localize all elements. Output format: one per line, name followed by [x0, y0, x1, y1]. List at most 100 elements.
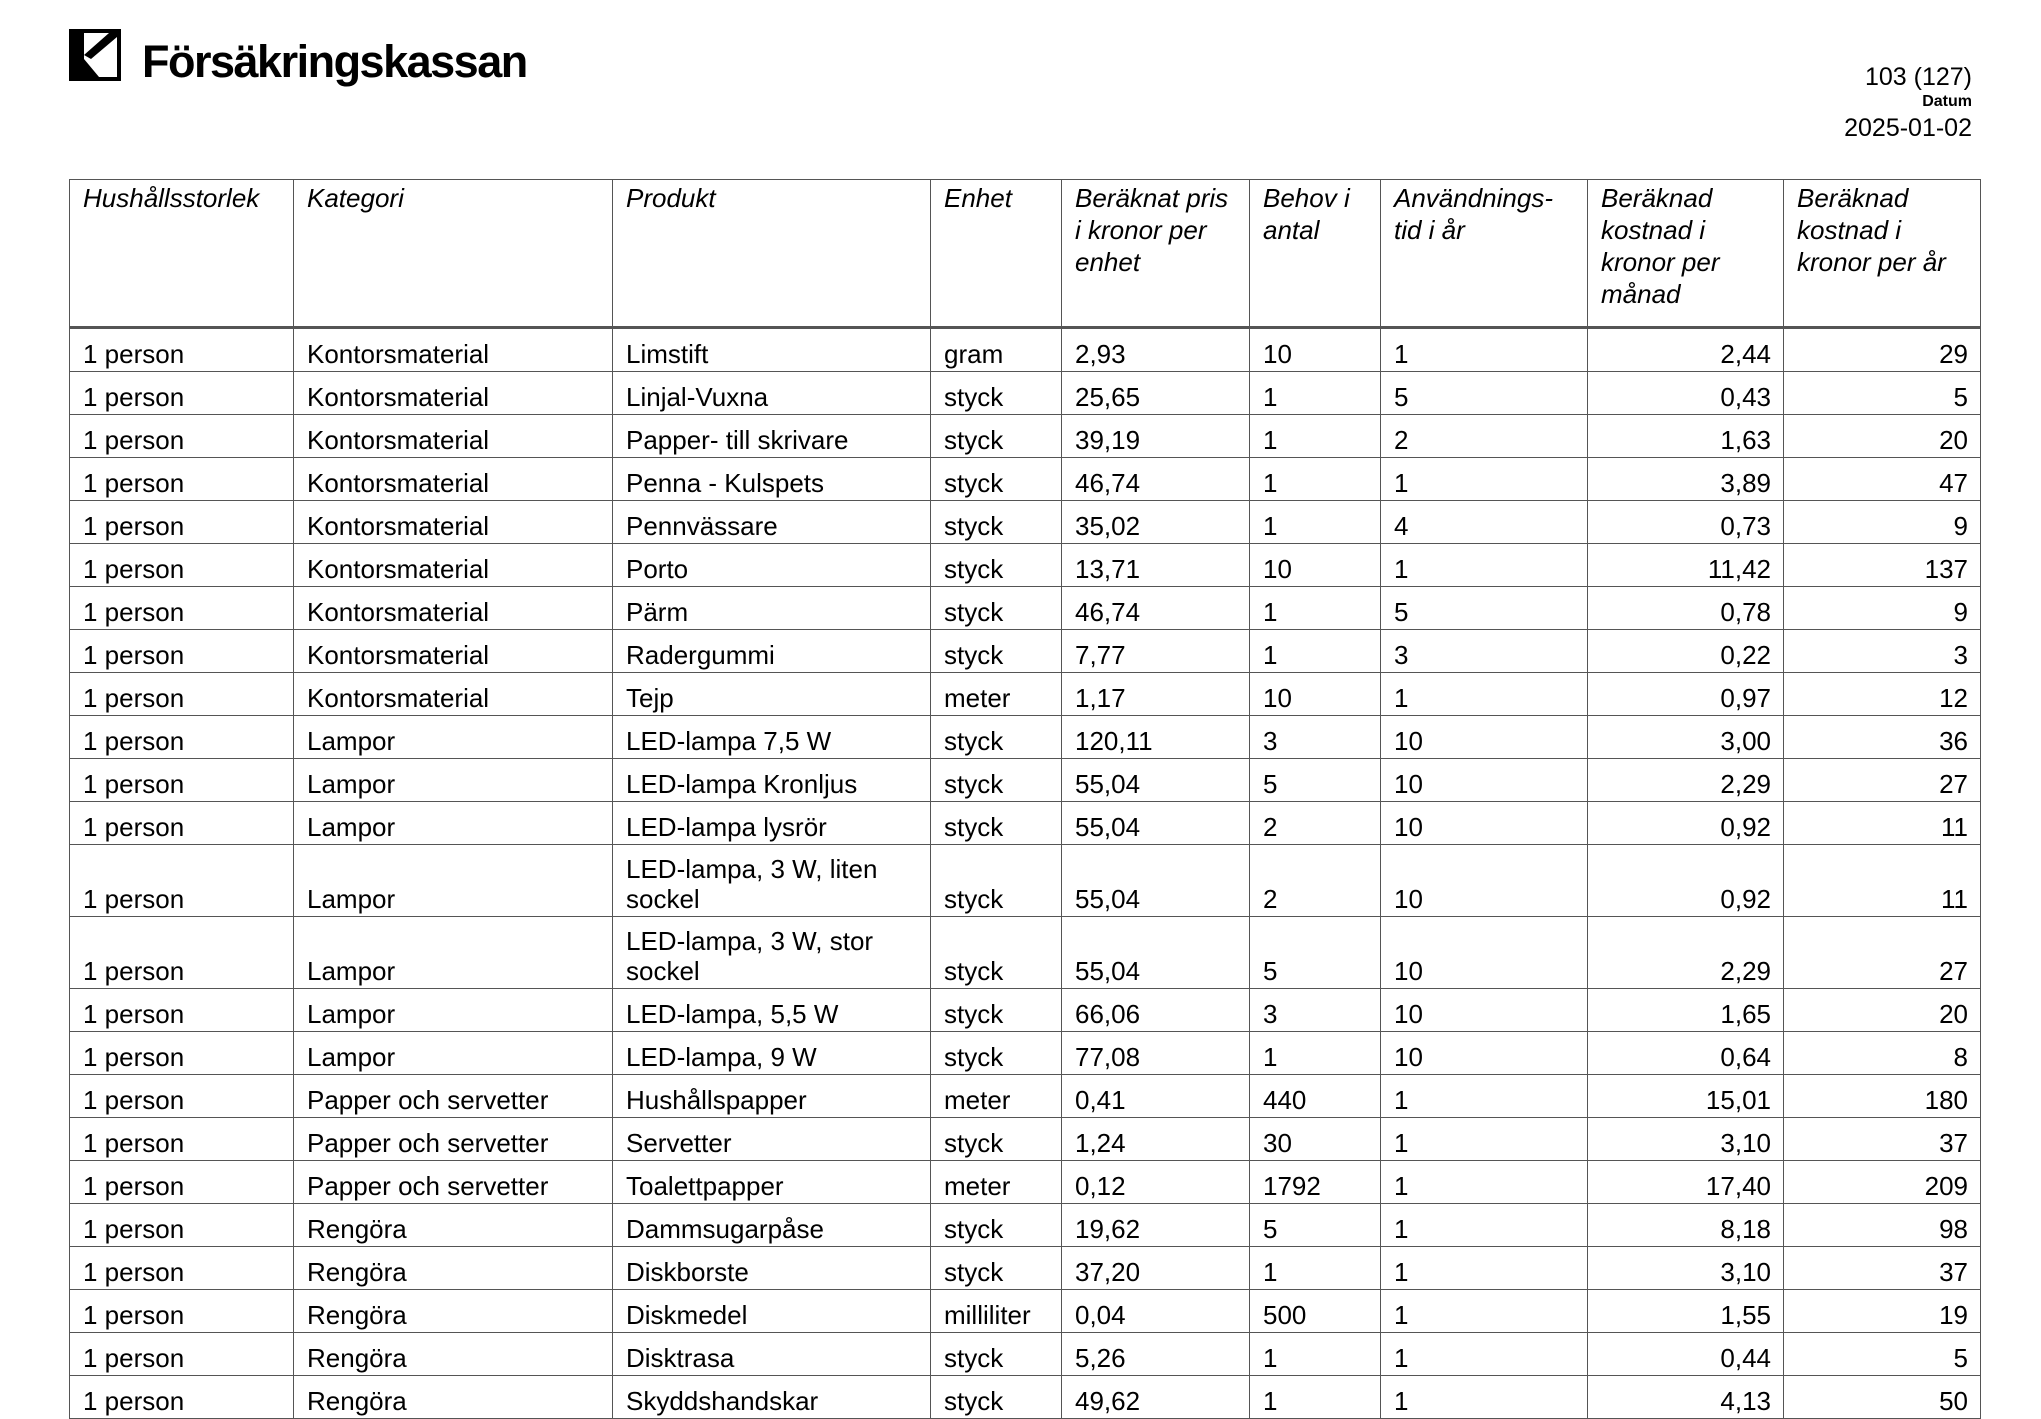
table-cell: Kontorsmaterial [293, 457, 613, 501]
table-cell: LED-lampa, 9 W [612, 1031, 931, 1075]
table-cell: 1 [1380, 1289, 1588, 1333]
table-cell: 5 [1783, 371, 1981, 415]
table-cell: Diskmedel [612, 1289, 931, 1333]
table-cell: styck [930, 758, 1062, 802]
table-cell: Kontorsmaterial [293, 543, 613, 587]
table-cell: Kontorsmaterial [293, 327, 613, 372]
table-cell: Kontorsmaterial [293, 371, 613, 415]
table-cell: Kontorsmaterial [293, 629, 613, 673]
table-row: 1 person Papper och servetter Hushållspapp… [69, 1074, 1981, 1118]
table-cell: 15,01 [1587, 1074, 1784, 1118]
column-header: Beräknad kostnad i kronor per år [1783, 179, 1981, 328]
table-cell: 27 [1783, 758, 1981, 802]
table-cell: 49,62 [1061, 1375, 1250, 1419]
table-cell: Rengöra [293, 1289, 613, 1333]
table-cell: styck [930, 543, 1062, 587]
table-cell: Lampor [293, 758, 613, 802]
table-cell: 10 [1380, 844, 1588, 917]
table-cell: 1 person [69, 1375, 294, 1419]
table-cell: 1 person [69, 758, 294, 802]
table-cell: gram [930, 327, 1062, 372]
table-cell: 0,41 [1061, 1074, 1250, 1118]
table-cell: 0,64 [1587, 1031, 1784, 1075]
table-cell: 11 [1783, 801, 1981, 845]
table-row: 1 person Kontorsmaterial Limstift gram 2,93 1… [69, 327, 1981, 372]
table-cell: Papper och servetter [293, 1074, 613, 1118]
brand-name: Försäkringskassan [142, 36, 528, 87]
table-row: 1 person Lampor LED-lampa lysrör styck 55,04… [69, 801, 1981, 845]
table-cell: 55,04 [1061, 844, 1250, 917]
table-cell: 39,19 [1061, 414, 1250, 458]
table-cell: styck [930, 500, 1062, 544]
document-meta: 103 (127) Datum 2025-01-02 [1844, 62, 1972, 144]
table-cell: 1,17 [1061, 672, 1250, 716]
table-cell: 9 [1783, 500, 1981, 544]
table-cell: 0,12 [1061, 1160, 1250, 1204]
table-row: 1 person Rengöra Diskmedel milliliter 0,04 50… [69, 1289, 1981, 1333]
table-cell: 10 [1380, 916, 1588, 989]
table-cell: 1 person [69, 586, 294, 630]
table-cell: Diskborste [612, 1246, 931, 1290]
table-cell: milliliter [930, 1289, 1062, 1333]
table-cell: styck [930, 1246, 1062, 1290]
table-cell: 3 [1380, 629, 1588, 673]
table-cell: 0,73 [1587, 500, 1784, 544]
table-cell: styck [930, 801, 1062, 845]
table-cell: 1 person [69, 1031, 294, 1075]
table-cell: 3,00 [1587, 715, 1784, 759]
table-cell: 1 [1380, 1160, 1588, 1204]
table-cell: 1,63 [1587, 414, 1784, 458]
table-cell: Rengöra [293, 1375, 613, 1419]
table-cell: 4 [1380, 500, 1588, 544]
table-cell: Lampor [293, 801, 613, 845]
forsakringskassan-logo-icon [69, 29, 121, 81]
table-cell: Papper och servetter [293, 1160, 613, 1204]
table-cell: 0,92 [1587, 801, 1784, 845]
table-cell: Dammsugarpåse [612, 1203, 931, 1247]
table-cell: Kontorsmaterial [293, 586, 613, 630]
table-cell: LED-lampa, 3 W, liten sockel [612, 844, 931, 917]
table-cell: 3,10 [1587, 1117, 1784, 1161]
table-cell: 1 [1380, 1332, 1588, 1376]
table-cell: 2,44 [1587, 327, 1784, 372]
table-cell: 10 [1380, 988, 1588, 1032]
table-row: 1 person Kontorsmaterial Papper- till skri… [69, 414, 1981, 458]
table-cell: Rengöra [293, 1246, 613, 1290]
table-cell: Papper och servetter [293, 1117, 613, 1161]
table-cell: 5 [1783, 1332, 1981, 1376]
column-header: Beräknad kostnad i kronor per månad [1587, 179, 1784, 328]
table-cell: Skyddshandskar [612, 1375, 931, 1419]
table-cell: styck [930, 988, 1062, 1032]
table-cell: 2 [1380, 414, 1588, 458]
table-cell: 66,06 [1061, 988, 1250, 1032]
table-cell: 11,42 [1587, 543, 1784, 587]
table-cell: 2 [1249, 844, 1381, 917]
table-cell: 55,04 [1061, 916, 1250, 989]
table-cell: 1 [1380, 672, 1588, 716]
table-cell: Lampor [293, 1031, 613, 1075]
table-cell: 5 [1249, 758, 1381, 802]
table-cell: 1 [1249, 1375, 1381, 1419]
table-row: 1 person Papper och servetter Servetter sty… [69, 1117, 1981, 1161]
table-cell: styck [930, 844, 1062, 917]
table-cell: 5 [1249, 916, 1381, 989]
table-cell: Penna - Kulspets [612, 457, 931, 501]
table-cell: 3 [1783, 629, 1981, 673]
table-cell: Limstift [612, 327, 931, 372]
page-number: 103 (127) [1864, 63, 1972, 91]
table-cell: 1 [1380, 1375, 1588, 1419]
table-row: 1 person Rengöra Skyddshandskar styck 49,62 1… [69, 1375, 1981, 1419]
table-cell: 5 [1249, 1203, 1381, 1247]
table-cell: 5 [1380, 371, 1588, 415]
table-cell: 2,29 [1587, 916, 1784, 989]
table-cell: 500 [1249, 1289, 1381, 1333]
table-cell: 1 [1249, 414, 1381, 458]
table-row: 1 person Kontorsmaterial Tejp meter 1,17 10 1 0… [69, 672, 1981, 716]
table-cell: Porto [612, 543, 931, 587]
table-cell: 37,20 [1061, 1246, 1250, 1290]
table-cell: 55,04 [1061, 801, 1250, 845]
table-cell: 1 person [69, 1203, 294, 1247]
table-cell: Papper- till skrivare [612, 414, 931, 458]
table-cell: 1 [1249, 1031, 1381, 1075]
